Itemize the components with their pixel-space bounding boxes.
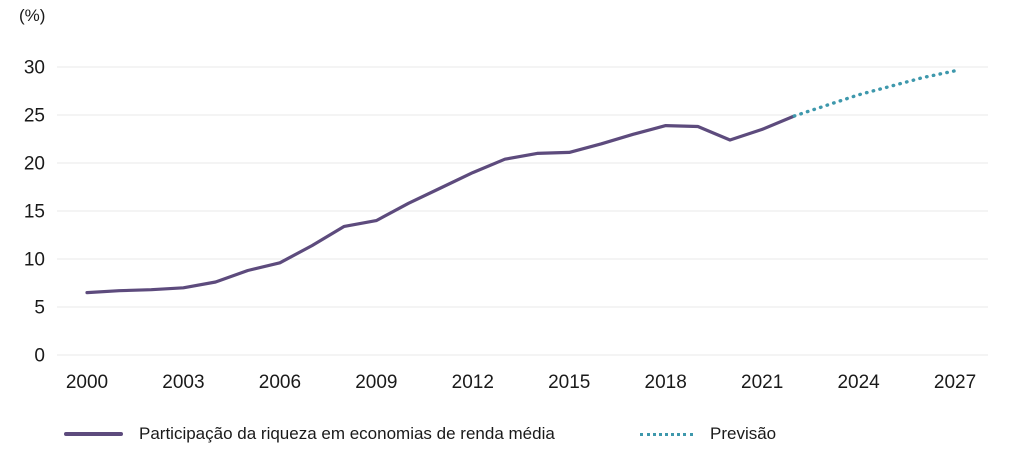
legend-label-series: Participação da riqueza em economias de … [139,424,555,443]
y-tick-label: 30 [24,58,45,79]
legend-item-series: Participação da riqueza em economias de … [64,424,555,444]
x-tick-label: 2024 [837,372,880,393]
x-tick-label: 2003 [162,372,204,393]
legend-label-forecast: Previsão [710,424,777,443]
solid-line-swatch [64,432,123,436]
x-tick-label: 2027 [934,372,976,393]
x-tick-label: 2015 [548,372,590,393]
dotted-line-swatch [640,432,693,436]
x-tick-label: 2006 [259,372,301,393]
x-tick-label: 2012 [452,372,494,393]
y-tick-label: 20 [24,154,45,175]
y-tick-label: 10 [24,250,45,271]
x-tick-label: 2009 [355,372,397,393]
y-axis-unit-label: (%) [19,6,46,25]
forecast-line [792,69,957,118]
y-tick-label: 0 [34,346,45,367]
y-tick-label: 5 [34,298,45,319]
x-tick-label: 2021 [741,372,783,393]
x-tick-label: 2000 [66,372,108,393]
y-tick-label: 15 [24,202,45,223]
y-tick-label: 25 [24,106,45,127]
legend-item-forecast: Previsão [640,424,776,444]
x-tick-label: 2018 [645,372,687,393]
series-line [85,114,796,295]
chart-canvas: 0 5 10 15 20 25 30 2000 2003 2006 2009 2012 2015 2018… [24,58,988,393]
